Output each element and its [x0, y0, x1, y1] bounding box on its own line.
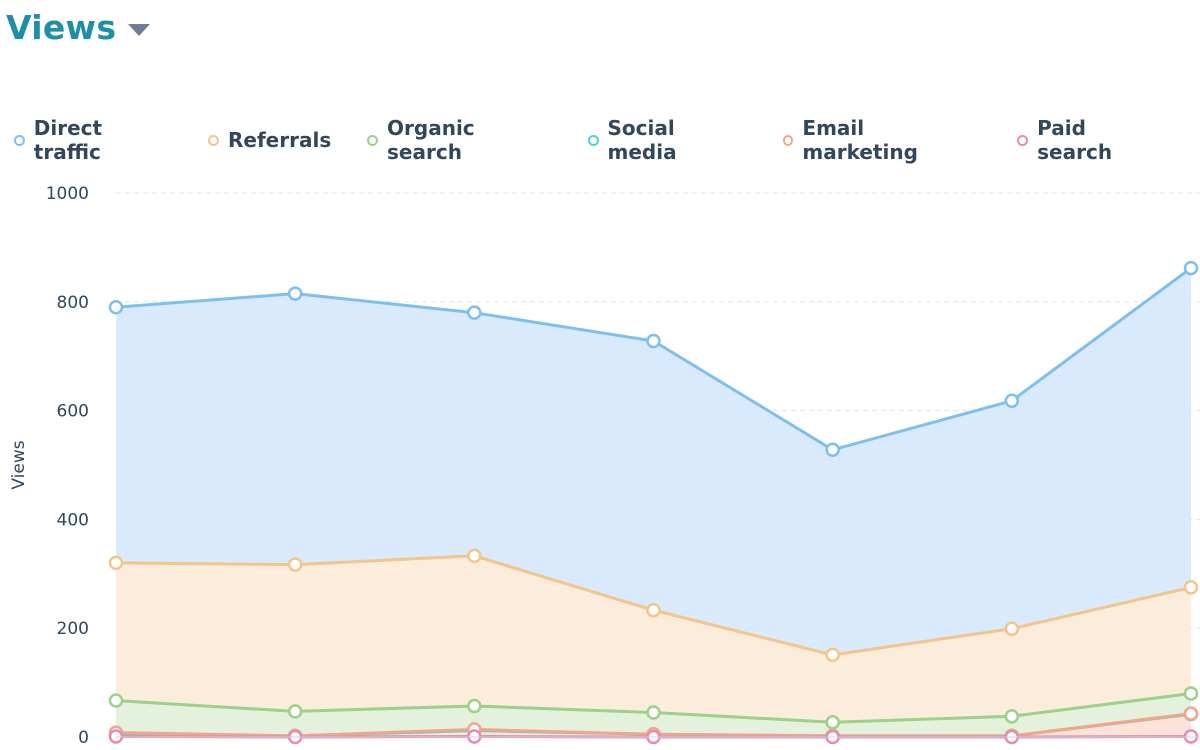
chart-title[interactable]: Views [6, 8, 117, 47]
data-point [467, 548, 482, 564]
data-point [1183, 706, 1199, 721]
y-tick-label: 600 [57, 402, 89, 422]
legend-marker-icon [782, 134, 794, 146]
data-point [646, 333, 661, 349]
legend-marker-icon [367, 134, 379, 146]
data-point [1004, 393, 1020, 409]
data-point [1004, 709, 1020, 724]
legend-item[interactable]: Social media [587, 116, 747, 164]
data-point [1004, 621, 1020, 636]
y-axis-label: Views [9, 440, 29, 489]
data-point [646, 602, 661, 618]
legend-label: Direct traffic [33, 116, 103, 164]
legend-marker-icon [587, 134, 599, 146]
y-tick-label: 0 [78, 728, 89, 748]
legend-item[interactable]: Paid search [1017, 116, 1164, 164]
data-point [287, 704, 303, 719]
legend-item[interactable]: Direct traffic [14, 116, 172, 164]
legend-marker-icon [14, 134, 25, 146]
chart-header: Views [6, 8, 151, 47]
data-point [287, 557, 303, 572]
data-point [1183, 260, 1199, 276]
data-point [825, 442, 840, 458]
legend-label: Organic search [387, 116, 475, 164]
y-tick-label: 400 [57, 510, 89, 530]
data-point [108, 729, 124, 744]
chart-legend: Direct traffic Referrals Organic search Soc… [14, 116, 1200, 164]
data-point [1183, 580, 1199, 595]
data-point [467, 729, 482, 744]
legend-item[interactable]: Organic search [367, 116, 551, 164]
legend-label: Email marketing [802, 116, 918, 164]
legend-marker-icon [1017, 134, 1029, 146]
legend-item[interactable]: Referrals [208, 128, 331, 152]
legend-item[interactable]: Email marketing [782, 116, 982, 164]
data-point [1183, 686, 1199, 701]
data-point [825, 647, 840, 663]
y-tick-label: 1000 [46, 184, 89, 204]
series-area [116, 555, 1191, 737]
legend-label: Paid search [1037, 116, 1113, 164]
data-point [108, 693, 124, 708]
data-point [108, 299, 124, 315]
data-point [1183, 729, 1199, 744]
data-point [108, 555, 124, 571]
data-point [825, 715, 840, 730]
data-point [287, 286, 303, 301]
caret-down-icon[interactable] [128, 23, 151, 36]
data-point [646, 705, 661, 720]
legend-marker-icon [208, 134, 220, 146]
legend-label: Referrals [228, 128, 332, 152]
data-point [467, 305, 482, 320]
legend-label: Social media [607, 116, 677, 164]
data-point [467, 698, 482, 714]
y-tick-label: 200 [57, 619, 89, 639]
y-tick-label: 800 [57, 293, 89, 313]
